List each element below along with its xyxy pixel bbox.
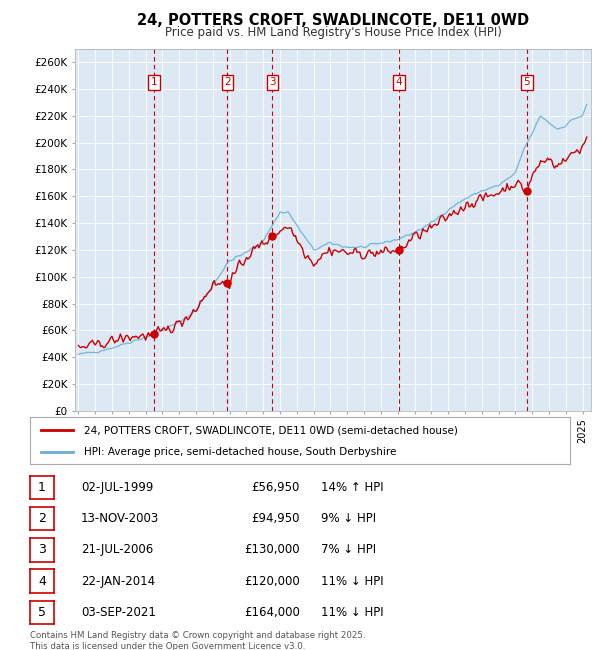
Text: 11% ↓ HPI: 11% ↓ HPI — [321, 575, 383, 588]
Text: 11% ↓ HPI: 11% ↓ HPI — [321, 606, 383, 619]
Text: 7% ↓ HPI: 7% ↓ HPI — [321, 543, 376, 556]
Text: 21-JUL-2006: 21-JUL-2006 — [81, 543, 153, 556]
Text: 24, POTTERS CROFT, SWADLINCOTE, DE11 0WD (semi-detached house): 24, POTTERS CROFT, SWADLINCOTE, DE11 0WD… — [84, 425, 458, 436]
Text: 02-JUL-1999: 02-JUL-1999 — [81, 481, 154, 494]
Text: 4: 4 — [38, 575, 46, 588]
Text: 03-SEP-2021: 03-SEP-2021 — [81, 606, 156, 619]
Text: 2: 2 — [224, 77, 231, 87]
Text: 9% ↓ HPI: 9% ↓ HPI — [321, 512, 376, 525]
Text: 1: 1 — [38, 481, 46, 494]
Text: Price paid vs. HM Land Registry's House Price Index (HPI): Price paid vs. HM Land Registry's House … — [164, 26, 502, 39]
Text: 3: 3 — [38, 543, 46, 556]
Text: 22-JAN-2014: 22-JAN-2014 — [81, 575, 155, 588]
Text: 3: 3 — [269, 77, 276, 87]
Text: £130,000: £130,000 — [244, 543, 300, 556]
Text: 2: 2 — [38, 512, 46, 525]
Text: 24, POTTERS CROFT, SWADLINCOTE, DE11 0WD: 24, POTTERS CROFT, SWADLINCOTE, DE11 0WD — [137, 13, 529, 28]
Text: 4: 4 — [395, 77, 402, 87]
Text: 5: 5 — [38, 606, 46, 619]
Text: 14% ↑ HPI: 14% ↑ HPI — [321, 481, 383, 494]
Text: £164,000: £164,000 — [244, 606, 300, 619]
Text: £94,950: £94,950 — [251, 512, 300, 525]
Text: £120,000: £120,000 — [244, 575, 300, 588]
Text: HPI: Average price, semi-detached house, South Derbyshire: HPI: Average price, semi-detached house,… — [84, 447, 397, 458]
Text: 5: 5 — [523, 77, 530, 87]
Text: £56,950: £56,950 — [251, 481, 300, 494]
Text: 1: 1 — [151, 77, 157, 87]
Text: 13-NOV-2003: 13-NOV-2003 — [81, 512, 159, 525]
Text: Contains HM Land Registry data © Crown copyright and database right 2025.
This d: Contains HM Land Registry data © Crown c… — [30, 631, 365, 650]
